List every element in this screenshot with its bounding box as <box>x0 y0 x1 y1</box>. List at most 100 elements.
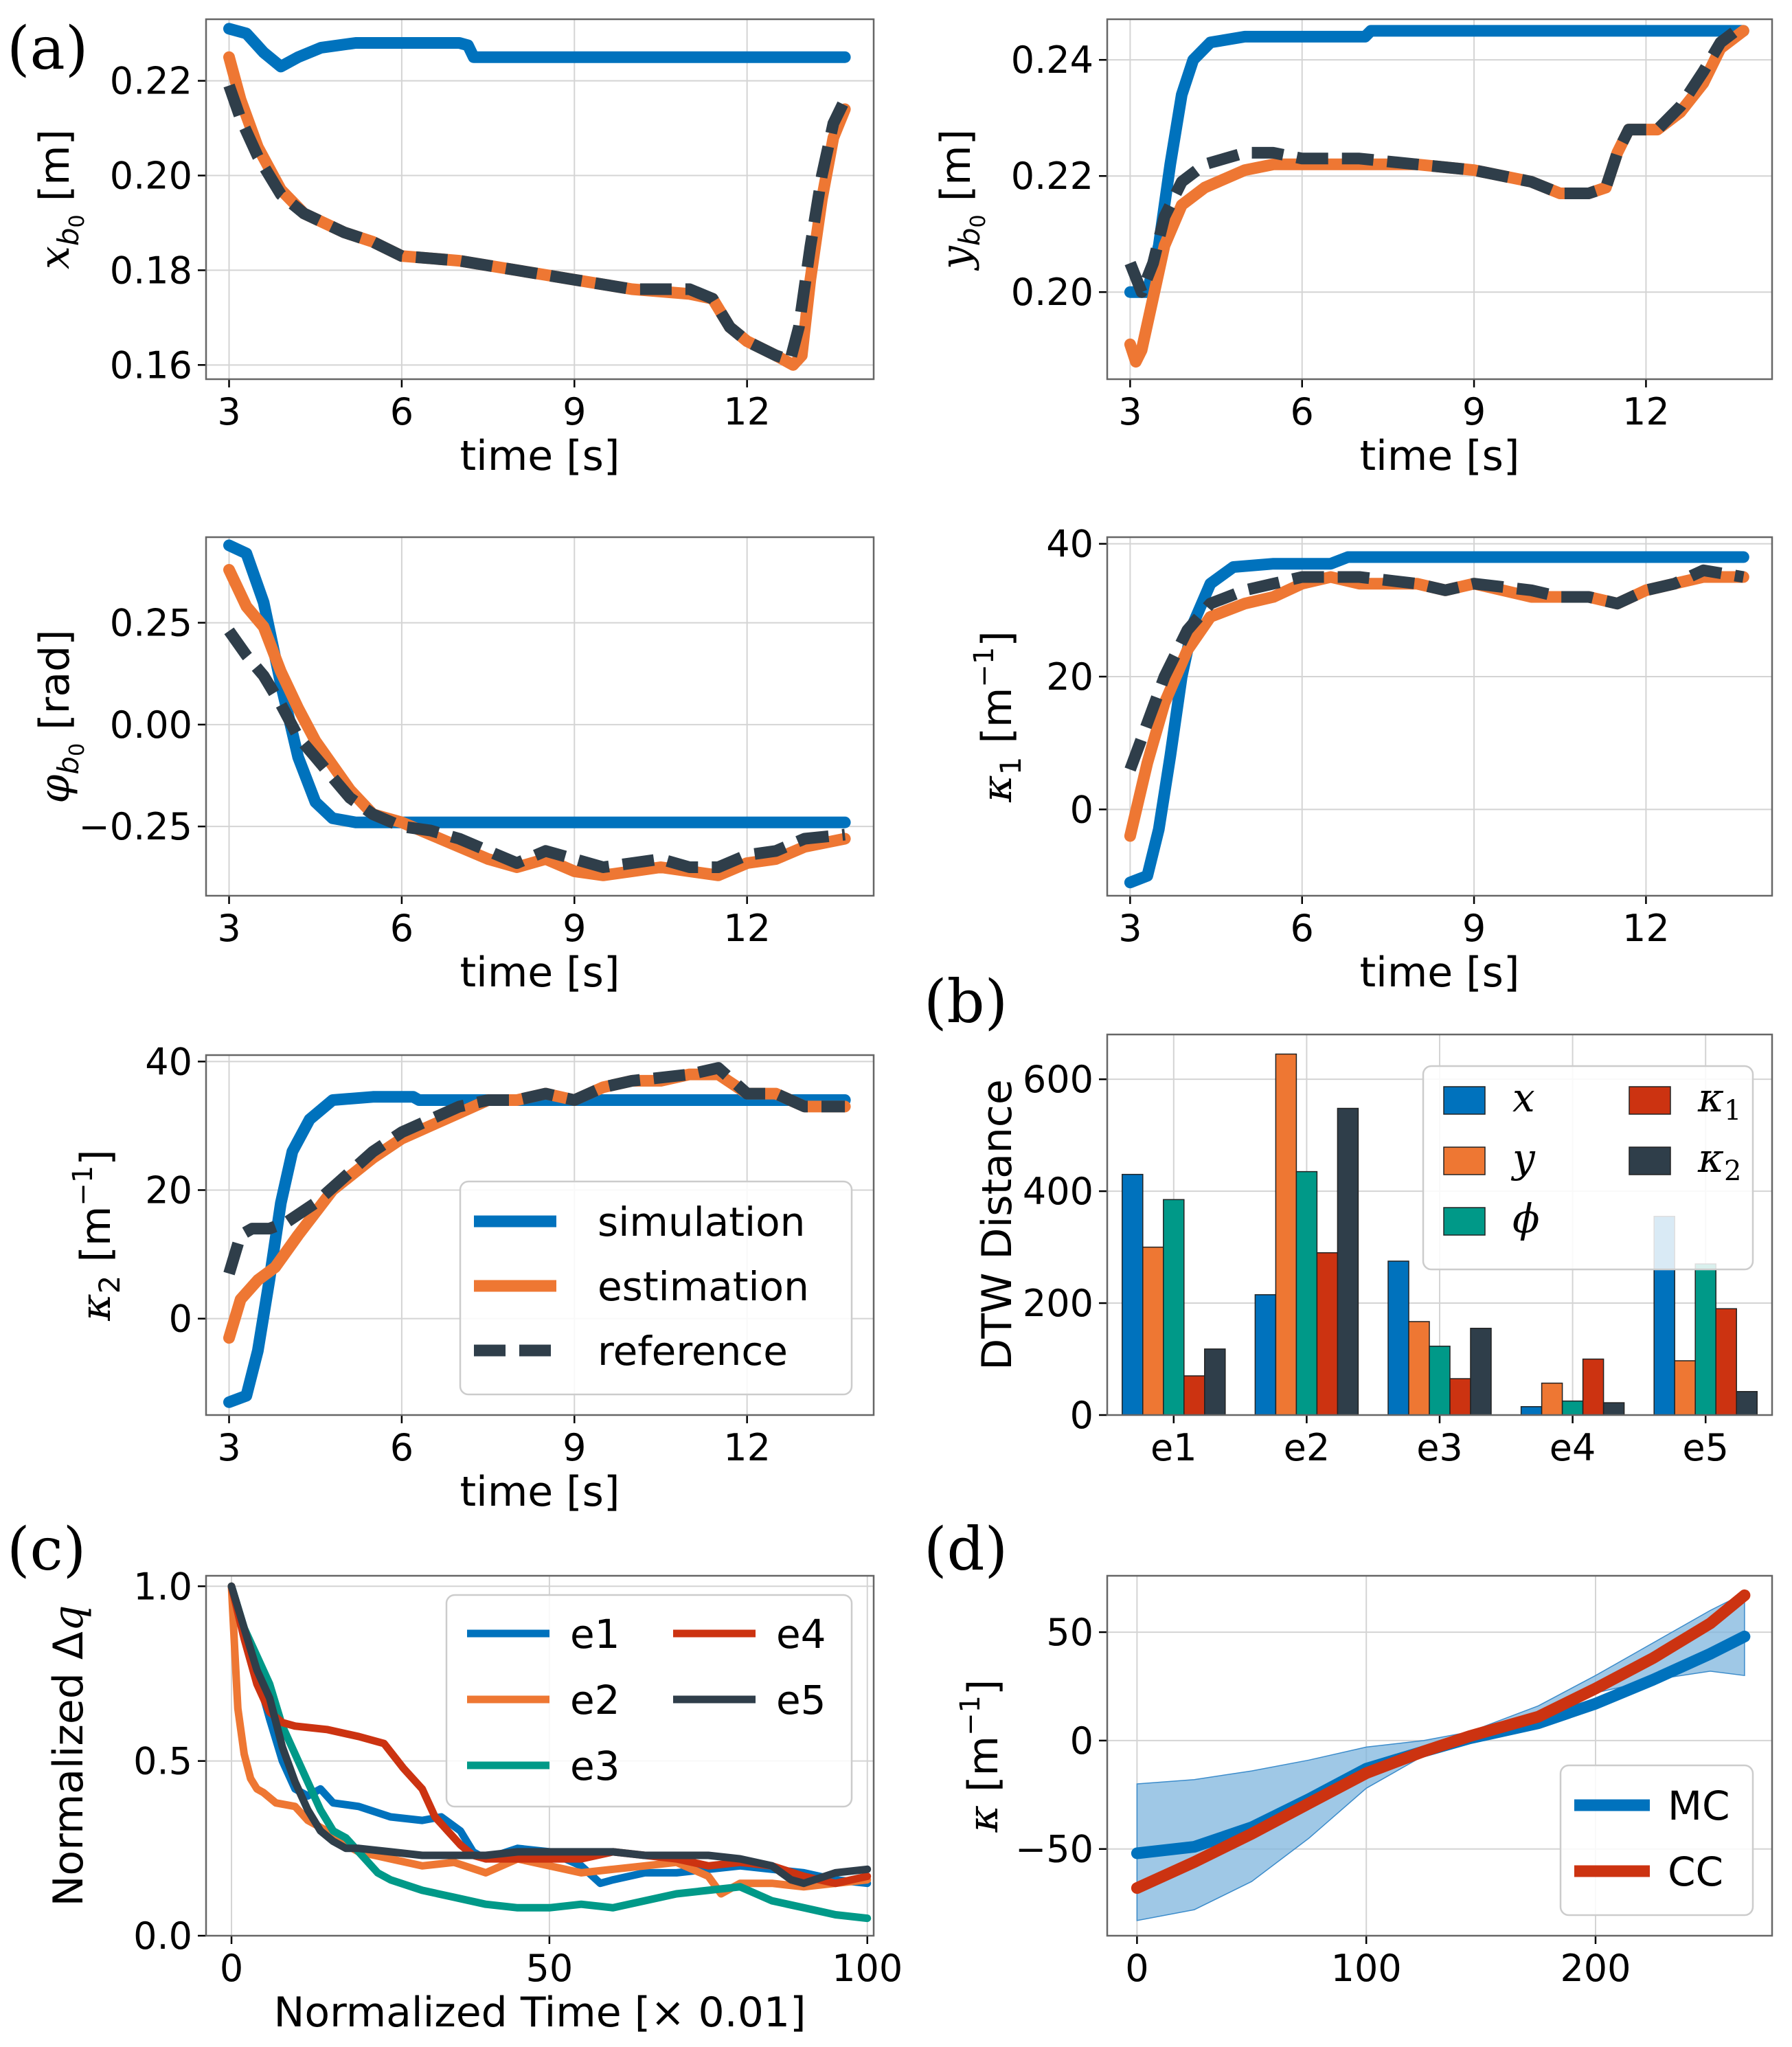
kappa_mc_cc-band-MC <box>1136 1592 1745 1921</box>
kappa2-ytick-label: 40 <box>145 1040 192 1083</box>
dtw-bar-e4-x <box>1520 1406 1543 1416</box>
kappa1-ylabel: κ1 [m−1] <box>968 631 1028 802</box>
norm_dq-legend-label-e5: e5 <box>776 1677 826 1723</box>
kappa1-chart: 3 6 9 12 0 20 40 time [s] κ1 [m−1] <box>968 523 1773 997</box>
norm_dq-ytick-label: 1.0 <box>133 1565 192 1608</box>
kappa_mc_cc-frame <box>1106 1574 1773 1937</box>
dtw-bar-e1-x <box>1122 1173 1144 1416</box>
kappa1-series-estimation <box>1124 571 1749 842</box>
yb0-ytick-label: 0.20 <box>1011 271 1093 314</box>
kappa2-series-reference <box>223 1062 846 1276</box>
xb0-ytick-label: 0.22 <box>110 60 192 103</box>
kappa2-xtick-label: 6 <box>390 1426 413 1469</box>
yb0-xtick-label: 3 <box>1118 390 1142 433</box>
dtw-legend-swatch-kappa1 <box>1629 1086 1671 1115</box>
yb0-ytick-label: 0.24 <box>1011 38 1093 82</box>
panel-label-b: (b) <box>924 968 1008 1037</box>
kappa2-ytick-label: 0 <box>169 1298 192 1341</box>
phib0-frame <box>205 536 875 897</box>
dtw-bar-e5-kappa1 <box>1715 1308 1737 1416</box>
yb0-series-estimation <box>1124 25 1749 368</box>
dtw-bar-e2-kappa2 <box>1337 1107 1359 1416</box>
phib0-xtick-label: 3 <box>217 907 240 950</box>
panel-label-d: (d) <box>924 1515 1008 1584</box>
dtw-legend-swatch-phi <box>1443 1207 1486 1236</box>
panel-label-a: (a) <box>7 14 88 83</box>
norm_dq-chart: 0 50 100 0.0 0.5 1.0 Normalized Time [× 0.01] N… <box>45 1565 903 2037</box>
kappa_mc_cc-ytick-label: 50 <box>1046 1611 1093 1654</box>
kappa_mc_cc-ylabel: κ [m−1] <box>955 1680 1008 1833</box>
kappa2-legend-label-estimation: estimation <box>598 1263 809 1310</box>
dtw-legend-label-kappa2: κ2 <box>1697 1135 1742 1187</box>
kappa2-frame <box>205 1054 875 1416</box>
dtw-bar-e5-phi <box>1694 1263 1716 1416</box>
dtw-ylabel: DTW Distance <box>973 1079 1021 1370</box>
phib0-ytick-label: 0.25 <box>110 602 192 645</box>
norm_dq-series-e5 <box>227 1582 872 1888</box>
dtw-bar-e4-y <box>1541 1382 1563 1416</box>
dtw-xtick-label: e1 <box>1150 1426 1197 1469</box>
dtw-ytick-label: 600 <box>1023 1058 1093 1101</box>
kappa1-series-reference <box>1124 564 1745 772</box>
norm_dq-frame <box>205 1574 875 1937</box>
dtw-bar-e4-kappa1 <box>1582 1358 1604 1416</box>
kappa1-xtick-label: 9 <box>1462 907 1486 950</box>
yb0-ylabel: yb0 [m] <box>932 129 990 271</box>
norm_dq-ytick-label: 0.0 <box>133 1914 192 1958</box>
norm_dq-legend-label-e2: e2 <box>570 1677 620 1723</box>
dtw-xtick-label: e5 <box>1682 1426 1729 1469</box>
xb0-xtick-label: 12 <box>723 390 771 433</box>
phib0-series-estimation <box>223 564 851 881</box>
yb0-ytick-label: 0.22 <box>1011 155 1093 198</box>
kappa2-xtick-label: 12 <box>723 1426 771 1469</box>
norm_dq-xtick-label: 50 <box>526 1947 574 1990</box>
kappa2-ytick-label: 20 <box>145 1169 192 1212</box>
kappa_mc_cc-xtick-label: 200 <box>1560 1947 1631 1990</box>
kappa_mc_cc-legend-label-CC: CC <box>1668 1848 1723 1895</box>
xb0-frame <box>205 18 875 381</box>
kappa2-legend-label-reference: reference <box>598 1328 788 1375</box>
kappa1-ytick-label: 0 <box>1070 788 1093 831</box>
kappa_mc_cc-series-CC <box>1131 1589 1751 1895</box>
dtw-legend-label-x: x <box>1512 1074 1535 1121</box>
xb0-series-simulation <box>223 23 851 73</box>
dtw-bar-e1-kappa2 <box>1204 1348 1226 1416</box>
yb0-frame <box>1106 18 1773 381</box>
kappa1-xtick-label: 6 <box>1291 907 1314 950</box>
kappa2-legend-label-simulation: simulation <box>598 1199 805 1245</box>
norm_dq-legend-label-e4: e4 <box>776 1611 826 1658</box>
norm_dq-legend-box <box>445 1594 853 1808</box>
norm_dq-series-e3 <box>227 1582 872 1923</box>
dtw-bar-e2-x <box>1254 1294 1277 1416</box>
dtw-bar-e2-phi <box>1295 1170 1318 1416</box>
xb0-ytick-label: 0.18 <box>110 249 192 292</box>
xb0-chart: 3 6 9 12 0.16 0.18 0.20 0.22 time [s] xb0 [m] <box>31 18 875 480</box>
dtw-bar-e1-phi <box>1163 1199 1185 1416</box>
norm_dq-xtick-label: 0 <box>220 1947 243 1990</box>
dtw-legend-swatch-y <box>1443 1146 1486 1175</box>
dtw-legend-label-phi: ϕ <box>1512 1195 1540 1242</box>
dtw-xtick-label: e3 <box>1416 1426 1463 1469</box>
dtw-bar-e5-kappa2 <box>1736 1391 1758 1416</box>
dtw-legend-swatch-kappa2 <box>1629 1146 1671 1175</box>
kappa_mc_cc-ytick-label: −50 <box>1015 1828 1093 1871</box>
dtw-bar-e1-y <box>1142 1246 1164 1416</box>
dtw-bar-e1-kappa1 <box>1183 1375 1205 1416</box>
yb0-xtick-label: 12 <box>1622 390 1670 433</box>
xb0-series-reference <box>223 83 850 366</box>
dtw-bar-e2-y <box>1275 1053 1297 1416</box>
phib0-chart: 3 6 9 12 −0.25 0.00 0.25 time [s] φb0 [rad] <box>31 536 875 997</box>
dtw-bar-e2-kappa1 <box>1316 1252 1339 1416</box>
dtw-bar-e3-kappa1 <box>1449 1378 1471 1416</box>
dtw-ytick-label: 0 <box>1070 1394 1093 1437</box>
phib0-xtick-label: 6 <box>390 907 413 950</box>
dtw-frame <box>1106 1033 1773 1416</box>
dtw-legend-swatch-x <box>1443 1086 1486 1115</box>
kappa1-frame <box>1106 536 1773 897</box>
dtw-bar-e4-phi <box>1561 1400 1584 1416</box>
kappa2-xtick-label: 3 <box>217 1426 240 1469</box>
dtw-ytick-label: 400 <box>1023 1170 1093 1213</box>
xb0-xtick-label: 9 <box>563 390 586 433</box>
xb0-xtick-label: 3 <box>217 390 240 433</box>
